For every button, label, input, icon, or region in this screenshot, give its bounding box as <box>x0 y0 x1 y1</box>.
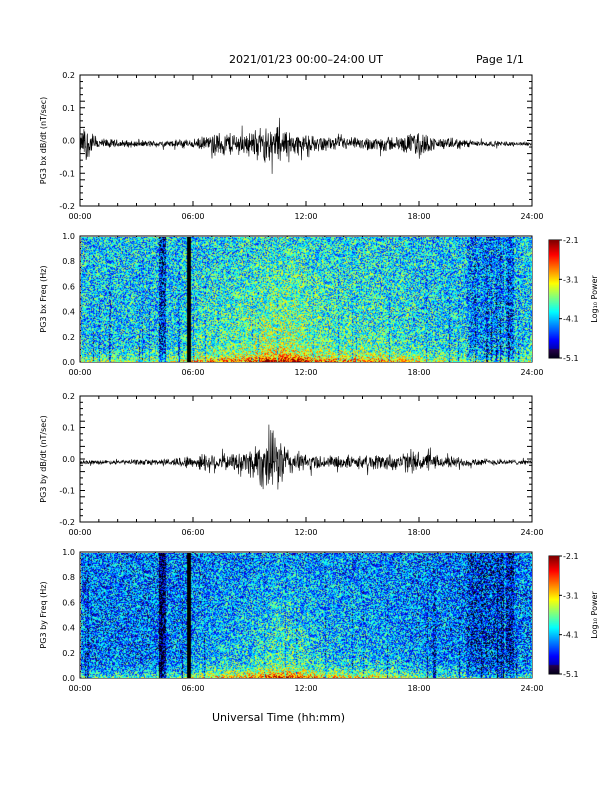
y-tick-label: 0.8 <box>62 257 75 266</box>
x-tick-label: 00:00 <box>68 684 91 693</box>
y-tick-label: 0.6 <box>62 282 75 291</box>
x-tick-label: 06:00 <box>181 212 204 221</box>
bx-colorbar <box>549 240 559 358</box>
x-tick-label: 18:00 <box>407 528 430 537</box>
y-tick-label: -0.2 <box>59 518 75 527</box>
colorbar-label: Log₁₀ Power <box>590 275 599 323</box>
x-tick-label: 00:00 <box>68 528 91 537</box>
bx-spectrogram-image <box>81 237 532 362</box>
by-spectrogram-image <box>81 553 532 678</box>
panel-4: 00:00 06:00 12:00 18:00 24:00 0.0 0.2 0.4 0.6 0.8… <box>39 548 544 693</box>
colorbar-tick-label: -2.1 <box>563 236 579 245</box>
colorbar-tick-label: -3.1 <box>563 591 579 600</box>
y-axis-label: PG3 by Freq (Hz) <box>39 581 48 648</box>
x-tick-label: 24:00 <box>520 212 543 221</box>
panel-3: 00:00 06:00 12:00 18:00 24:00 -0.2 -0.1 0.0 0.1 0… <box>39 392 544 537</box>
y-tick-label: 0.2 <box>62 392 75 401</box>
y-tick-label: 0.1 <box>62 104 75 113</box>
panel-1: 00:00 06:00 12:00 18:00 24:00 -0.2 -0.1 0.0 0.1 0… <box>39 71 544 221</box>
x-tick-label: 18:00 <box>407 368 430 377</box>
y-axis-label: PG3 bx dB/dt (nT/sec) <box>39 97 48 184</box>
x-tick-label: 12:00 <box>294 368 317 377</box>
colorbar-tick-label: -5.1 <box>563 354 579 363</box>
y-axis-label: PG3 bx Freq (Hz) <box>39 265 48 332</box>
y-tick-label: 0.8 <box>62 573 75 582</box>
y-tick-label: 0.6 <box>62 598 75 607</box>
x-tick-label: 12:00 <box>294 212 317 221</box>
y-tick-label: 0.0 <box>62 455 75 464</box>
x-axis-title: Universal Time (hh:mm) <box>212 711 345 724</box>
y-tick-label: 1.0 <box>62 232 75 241</box>
x-tick-label: 24:00 <box>520 528 543 537</box>
y-tick-label: -0.1 <box>59 169 75 178</box>
y-tick-label: 0.0 <box>62 137 75 146</box>
x-tick-label: 12:00 <box>294 528 317 537</box>
colorbar-tick-label: -2.1 <box>563 552 579 561</box>
x-tick-label: 24:00 <box>520 368 543 377</box>
x-tick-label: 18:00 <box>407 212 430 221</box>
y-tick-label: -0.2 <box>59 202 75 211</box>
x-tick-label: 06:00 <box>181 528 204 537</box>
by-colorbar <box>549 556 559 674</box>
x-tick-label: 24:00 <box>520 684 543 693</box>
y-axis-label: PG3 by dB/dt (nT/sec) <box>39 415 48 502</box>
colorbar-tick-label: -3.1 <box>563 275 579 284</box>
colorbar-tick-label: -5.1 <box>563 670 579 679</box>
page-title: 2021/01/23 00:00–24:00 UT <box>228 53 384 66</box>
y-tick-label: 0.2 <box>62 71 75 80</box>
y-tick-label: 0.2 <box>62 649 75 658</box>
y-tick-label: 0.0 <box>62 674 75 683</box>
series-trace <box>79 424 533 490</box>
page-number: Page 1/1 <box>476 53 524 66</box>
y-tick-label: 0.4 <box>62 308 75 317</box>
x-tick-label: 00:00 <box>68 212 91 221</box>
y-tick-label: 0.2 <box>62 333 75 342</box>
y-tick-label: 0.1 <box>62 424 75 433</box>
x-tick-label: 18:00 <box>407 684 430 693</box>
x-tick-label: 06:00 <box>181 684 204 693</box>
y-tick-label: 1.0 <box>62 548 75 557</box>
colorbar-tick-label: -4.1 <box>563 631 579 640</box>
series-trace <box>79 117 533 174</box>
colorbar-label: Log₁₀ Power <box>590 591 599 639</box>
y-tick-label: -0.1 <box>59 487 75 496</box>
x-tick-label: 06:00 <box>181 368 204 377</box>
colorbar-tick-label: -4.1 <box>563 315 579 324</box>
x-tick-label: 12:00 <box>294 684 317 693</box>
y-tick-label: 0.4 <box>62 624 75 633</box>
x-tick-label: 00:00 <box>68 368 91 377</box>
y-tick-label: 0.0 <box>62 358 75 367</box>
